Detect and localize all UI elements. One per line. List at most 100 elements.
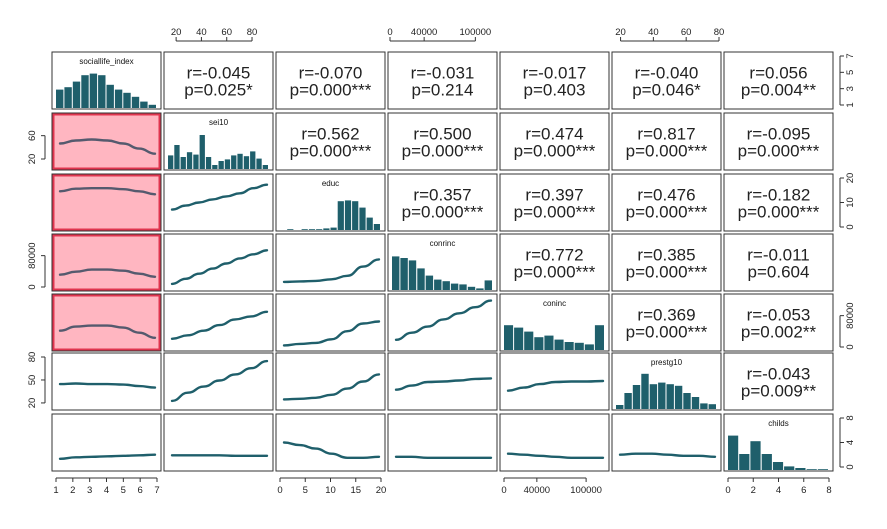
correlation-r-4-6: r=-0.053 <box>747 306 811 325</box>
smooth-curve-r6-c5 <box>618 452 717 458</box>
histogram-bar-prestg10-4 <box>649 384 658 409</box>
histogram-bar-childs-6 <box>795 468 806 470</box>
correlation-p-2-4: p=0.000*** <box>514 203 596 222</box>
panel-frame-r1-c3 <box>387 112 498 171</box>
right-axis-label-0-3: 7 <box>845 53 856 58</box>
histogram-bar-conrinc-6 <box>442 281 450 290</box>
histogram-bar-educ-1 <box>287 229 294 230</box>
panel-frame-r4-c0 <box>51 293 162 352</box>
histogram-title-coninc: coninc <box>543 299 566 308</box>
left-axis-label-5-0: 20 <box>27 398 38 409</box>
left-axis-label-3-0: 0 <box>27 284 38 289</box>
smooth-curve-r4-c2 <box>282 320 381 347</box>
histogram-bar-prestg10-11 <box>708 404 716 409</box>
smooth-curve-r2-c0 <box>58 187 157 196</box>
histogram-bar-sei10-13 <box>250 151 256 169</box>
histogram-bar-conrinc-0 <box>392 256 400 290</box>
histogram-bar-educ-9 <box>344 200 352 230</box>
panel-frame-r5-c5 <box>611 352 722 411</box>
histogram-bar-sociallife_index-0 <box>56 89 64 108</box>
correlation-p-0-3: p=0.214 <box>412 81 474 100</box>
correlation-p-1-2: p=0.000*** <box>290 142 372 161</box>
panel-frame-r4-c5 <box>611 293 722 352</box>
top-axis-label-1-1: 40 <box>196 27 207 38</box>
histogram-bar-sei10-5 <box>199 135 205 169</box>
top-axis-label-1-0: 20 <box>171 27 182 38</box>
correlation-r-5-6: r=-0.043 <box>747 365 811 384</box>
panel-frame-r5-c6 <box>723 352 834 411</box>
bottom-axis-label-4-0: 0 <box>501 485 506 496</box>
right-axis-label-0-1: 3 <box>845 86 856 91</box>
left-axis-label-3-1: 80000 <box>27 242 38 268</box>
correlation-r-3-5: r=0.385 <box>637 246 695 265</box>
histogram-bar-educ-4 <box>308 229 316 230</box>
histogram-bar-conrinc-7 <box>450 283 459 290</box>
smooth-curve-r4-c1 <box>170 310 269 340</box>
correlation-r-1-4: r=0.474 <box>525 125 583 144</box>
histogram-bar-sei10-12 <box>243 156 250 169</box>
correlation-r-2-4: r=0.397 <box>525 186 583 205</box>
panel-frame-r5-c4 <box>499 352 610 411</box>
correlation-p-0-6: p=0.004** <box>741 81 817 100</box>
panel-frame-r0-c2 <box>275 51 386 110</box>
histogram-bar-childs-4 <box>772 462 784 470</box>
histogram-bar-childs-1 <box>739 454 750 470</box>
left-axis-label-1-0: 20 <box>27 154 38 165</box>
histogram-title-sociallife_index: sociallife_index <box>79 57 133 66</box>
panel-grid: sociallife_index sei10 educ conrinc coninc pr… <box>51 51 834 472</box>
histogram-bar-coninc-5 <box>554 339 564 350</box>
histogram-bar-coninc-9 <box>594 325 604 350</box>
panel-frame-r3-c4 <box>499 233 610 292</box>
smooth-curve-r6-c2 <box>282 441 381 460</box>
right-axis-label-6-0: 0 <box>845 464 856 469</box>
panel-frame-r1-c0 <box>51 112 162 171</box>
histogram-bar-sociallife_index-3 <box>81 75 89 108</box>
histogram-bar-conrinc-10 <box>476 288 484 290</box>
histogram-bar-sociallife_index-11 <box>148 104 156 108</box>
panel-frame-r1-c4 <box>499 112 610 171</box>
correlation-r-1-6: r=-0.095 <box>747 125 811 144</box>
smooth-curve-r6-c3 <box>394 455 493 460</box>
panel-frame-r2-c4 <box>499 173 610 232</box>
bottom-axis-label-6-1: 2 <box>751 485 756 496</box>
correlation-p-0-2: p=0.000*** <box>290 81 372 100</box>
histogram-bar-sei10-6 <box>205 157 212 169</box>
smooth-curve-r6-c4 <box>506 452 605 460</box>
highlight-panel-r3-c0 <box>52 234 161 291</box>
histogram-bar-prestg10-0 <box>616 405 624 409</box>
correlation-r-1-2: r=0.562 <box>301 125 359 144</box>
bottom-axis-label-4-1: 40000 <box>524 485 550 496</box>
smooth-curve-r5-c0 <box>58 382 157 389</box>
correlation-p-1-4: p=0.000*** <box>514 142 596 161</box>
histogram-bar-coninc-8 <box>584 344 594 350</box>
highlight-panel-r4-c0 <box>52 294 161 351</box>
bottom-axis-label-2-1: 5 <box>303 485 308 496</box>
panel-frame-r1-c1 <box>163 112 274 171</box>
panel-frame-r4-c2 <box>275 293 386 352</box>
bottom-axis-label-4-2: 100000 <box>570 485 602 496</box>
histogram-bar-conrinc-9 <box>467 286 476 290</box>
top-axis-label-3-2: 100000 <box>460 27 492 38</box>
panel-frame-r4-c6 <box>723 293 834 352</box>
histogram-bar-sociallife_index-1 <box>64 87 72 108</box>
right-axis-label-4-1: 80000 <box>845 302 856 328</box>
right-axis-label-4-0: 0 <box>845 344 856 349</box>
smooth-curve-r3-c0 <box>58 268 157 278</box>
histogram-bar-sei10-11 <box>237 153 243 169</box>
histogram-bar-sei10-3 <box>186 152 193 169</box>
bottom-axis-label-6-4: 8 <box>826 485 831 496</box>
correlation-p-2-6: p=0.000*** <box>738 203 820 222</box>
panel-frame-r6-c2 <box>275 413 386 472</box>
correlation-p-1-3: p=0.000*** <box>402 142 484 161</box>
histogram-bar-sei10-0 <box>168 155 174 169</box>
panel-frame-r3-c6 <box>723 233 834 292</box>
correlation-r-0-2: r=-0.070 <box>299 64 363 83</box>
histogram-bar-prestg10-3 <box>641 373 649 409</box>
histogram-bar-sociallife_index-10 <box>140 101 148 108</box>
bottom-axis-label-6-0: 0 <box>725 485 730 496</box>
correlation-p-0-4: p=0.403 <box>524 81 586 100</box>
correlation-p-0-5: p=0.046* <box>632 81 701 100</box>
correlation-p-4-5: p=0.000*** <box>626 323 708 342</box>
histogram-bar-coninc-7 <box>574 342 584 350</box>
panel-frame-r2-c2 <box>275 173 386 232</box>
